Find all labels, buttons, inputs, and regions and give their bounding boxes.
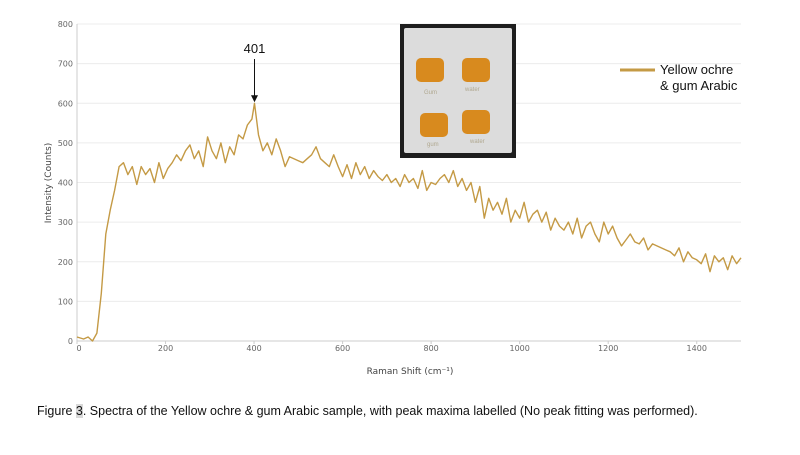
x-tick-label: 1000 — [509, 344, 529, 353]
pigment-swatch — [420, 113, 448, 137]
figure-caption: Figure 3. Spectra of the Yellow ochre & … — [37, 404, 698, 418]
x-tick-label: 800 — [423, 344, 438, 353]
series-line — [76, 102, 742, 342]
pigment-swatch — [416, 58, 444, 82]
photo-label: water — [464, 87, 480, 93]
x-tick-label: 0 — [76, 344, 81, 353]
peak-annotation: 401 — [244, 41, 266, 103]
x-tick-label: 1400 — [687, 344, 707, 353]
x-tick-label: 600 — [335, 344, 350, 353]
photo-label: Gum — [424, 90, 437, 96]
y-tick-label: 300 — [58, 218, 73, 227]
axes — [76, 24, 741, 342]
figure-number: 3 — [75, 404, 83, 418]
legend-label: Yellow ochre & gum Arabic — [660, 62, 738, 93]
legend: Yellow ochre & gum Arabic — [620, 62, 738, 93]
y-axis-title: Intensity (Counts) — [44, 143, 54, 223]
pigment-swatch — [462, 58, 490, 82]
photo-label: water — [469, 139, 485, 145]
x-tick-label: 400 — [246, 344, 261, 353]
y-tick-label: 200 — [58, 258, 73, 267]
pigment-swatch — [462, 110, 490, 134]
y-tick-label: 800 — [58, 20, 73, 29]
y-tick-label: 600 — [58, 99, 73, 108]
y-tick-label: 100 — [58, 297, 73, 306]
y-tick-label: 500 — [58, 139, 73, 148]
photo-label: gum — [427, 142, 439, 148]
x-tick-labels: 0 200 400 600 800 1000 1200 1400 — [76, 341, 707, 353]
x-tick-label: 1200 — [598, 344, 618, 353]
x-tick-label: 200 — [158, 344, 173, 353]
y-tick-label: 700 — [58, 60, 73, 69]
y-tick-label: 0 — [68, 337, 73, 346]
peak-arrow-head — [251, 95, 259, 103]
peak-label: 401 — [244, 41, 266, 56]
y-tick-labels: 0 100 200 300 400 500 600 700 800 — [58, 20, 73, 346]
y-tick-label: 400 — [58, 179, 73, 188]
x-axis-title: Raman Shift (cm⁻¹) — [367, 367, 454, 377]
sample-photo: Gum water gum water — [400, 24, 516, 158]
